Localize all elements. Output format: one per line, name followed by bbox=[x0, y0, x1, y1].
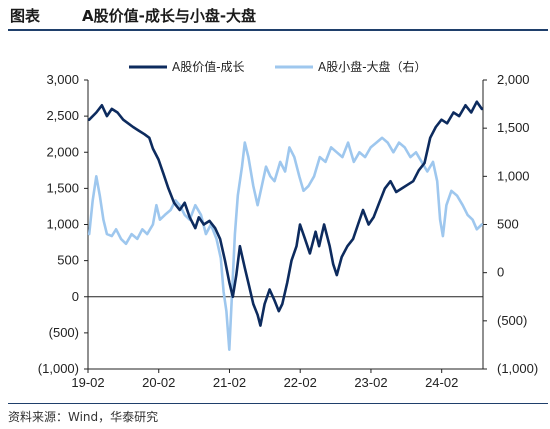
figure-label: 图表 bbox=[10, 7, 41, 25]
series-layer bbox=[87, 100, 484, 351]
x-tick-label: 22-02 bbox=[284, 375, 317, 390]
series-line-value-minus-growth bbox=[87, 100, 484, 327]
x-tick-label: 24-02 bbox=[425, 375, 458, 390]
source-rule bbox=[8, 403, 548, 404]
right-tick-label: 0 bbox=[497, 265, 504, 280]
x-tick-label: 20-02 bbox=[142, 375, 175, 390]
left-tick-label: 3,000 bbox=[46, 72, 79, 87]
legend: A股价值-成长 A股小盘-大盘（右） bbox=[129, 59, 427, 74]
left-tick-label: 2,500 bbox=[46, 108, 79, 123]
right-tick-label: 1,500 bbox=[497, 120, 530, 135]
x-tick-label: 21-02 bbox=[213, 375, 246, 390]
right-tick-label: (500) bbox=[497, 313, 527, 328]
left-tick-label: 2,000 bbox=[46, 144, 79, 159]
right-tick-label: (1,000) bbox=[497, 361, 538, 376]
legend-label: A股价值-成长 bbox=[172, 59, 245, 74]
legend-label: A股小盘-大盘（右） bbox=[318, 59, 427, 74]
series-line-small-minus-large bbox=[87, 136, 484, 351]
title-rule bbox=[8, 29, 548, 31]
left-tick-label: 0 bbox=[72, 289, 79, 304]
source-note: 资料来源：Wind，华泰研究 bbox=[8, 410, 159, 424]
x-tick-label: 23-02 bbox=[354, 375, 387, 390]
x-tick-label: 19-02 bbox=[71, 375, 104, 390]
left-tick-label: (1,000) bbox=[38, 361, 79, 376]
axes: 3,000 2,500 2,000 1,500 1,000 500 0 (500) (1,000… bbox=[38, 72, 538, 390]
right-tick-label: 1,000 bbox=[497, 168, 530, 183]
right-tick-label: 2,000 bbox=[497, 72, 530, 87]
left-tick-label: (500) bbox=[49, 325, 79, 340]
left-tick-label: 1,000 bbox=[46, 217, 79, 232]
chart-title: A股价值-成长与小盘-大盘 bbox=[82, 7, 257, 25]
right-tick-label: 500 bbox=[497, 217, 519, 232]
left-tick-label: 1,500 bbox=[46, 180, 79, 195]
left-tick-label: 500 bbox=[57, 253, 79, 268]
title-bar: 图表 A股价值-成长与小盘-大盘 bbox=[0, 0, 550, 32]
